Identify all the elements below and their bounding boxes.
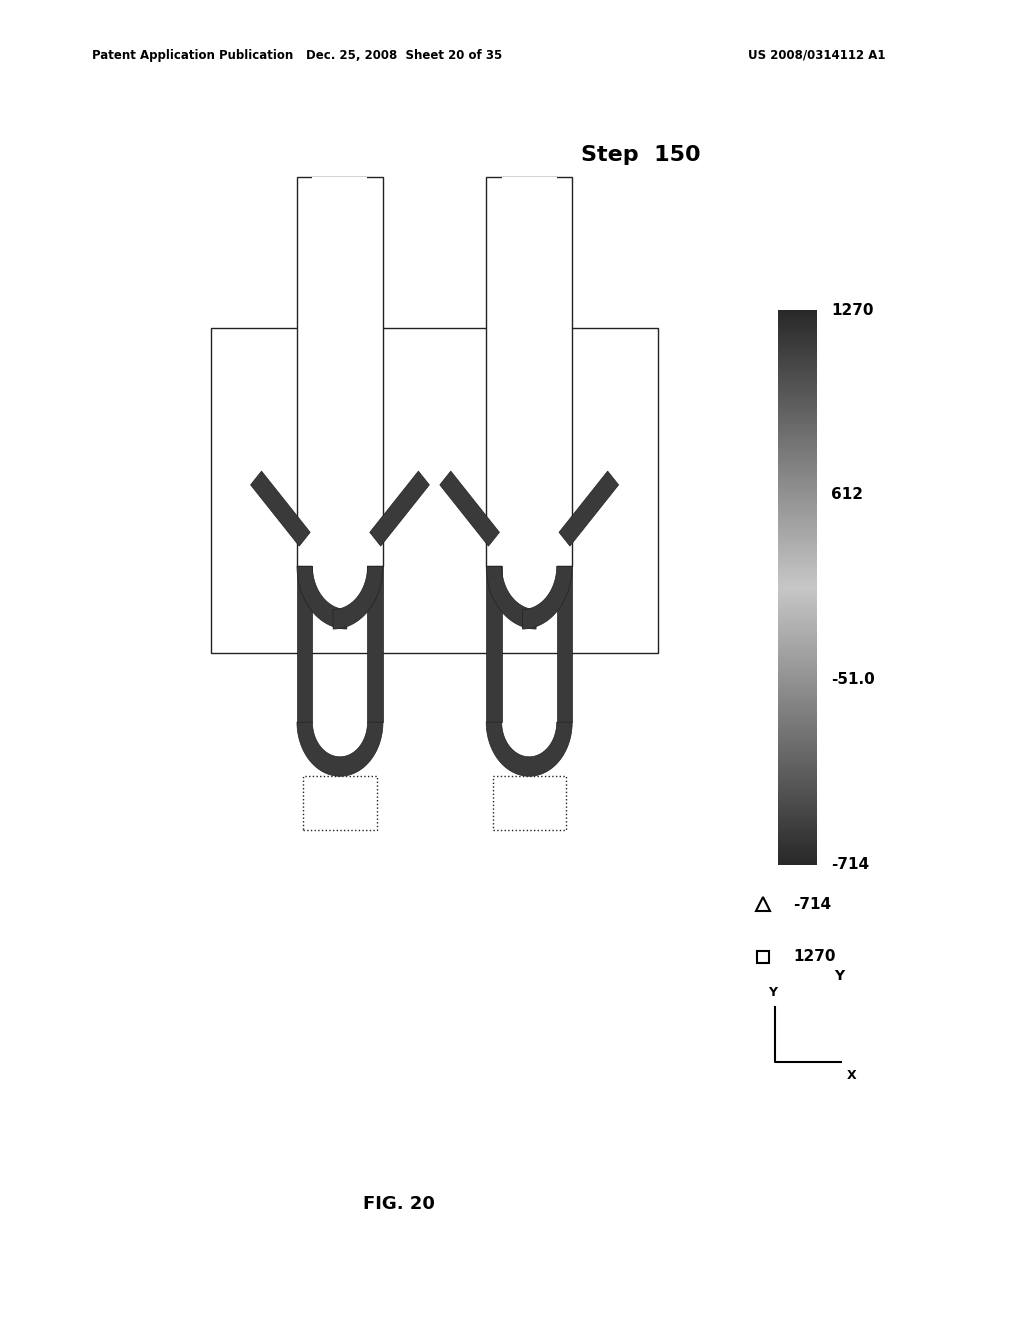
Bar	[297, 177, 383, 566]
Bar	[502, 177, 557, 630]
Bar	[493, 776, 565, 830]
Bar	[303, 776, 377, 830]
Text: 1270: 1270	[794, 949, 837, 964]
Text: -714: -714	[794, 898, 831, 912]
Polygon shape	[251, 471, 310, 546]
Polygon shape	[559, 471, 618, 546]
Text: FIG. 20: FIG. 20	[364, 1195, 435, 1213]
Polygon shape	[297, 566, 347, 630]
Text: X: X	[847, 1069, 856, 1081]
Bar	[557, 566, 572, 722]
Bar	[312, 177, 368, 630]
Bar	[368, 566, 383, 722]
Polygon shape	[370, 471, 429, 546]
Text: -714: -714	[831, 857, 869, 873]
Polygon shape	[297, 722, 383, 776]
Polygon shape	[486, 722, 572, 776]
Text: Y: Y	[835, 969, 845, 983]
Bar	[297, 566, 312, 722]
Text: US 2008/0314112 A1: US 2008/0314112 A1	[748, 49, 885, 62]
Polygon shape	[333, 566, 383, 630]
Polygon shape	[522, 566, 572, 630]
Text: -51.0: -51.0	[831, 672, 874, 686]
Polygon shape	[439, 471, 500, 546]
Text: Dec. 25, 2008  Sheet 20 of 35: Dec. 25, 2008 Sheet 20 of 35	[306, 49, 503, 62]
Text: 1270: 1270	[831, 302, 873, 318]
Bar	[486, 177, 572, 566]
Text: Step  150: Step 150	[581, 145, 700, 165]
Polygon shape	[486, 566, 537, 630]
Text: Y: Y	[768, 986, 777, 999]
Text: Patent Application Publication: Patent Application Publication	[92, 49, 294, 62]
Bar	[211, 329, 658, 653]
Text: 612: 612	[831, 487, 863, 502]
Bar	[486, 566, 502, 722]
